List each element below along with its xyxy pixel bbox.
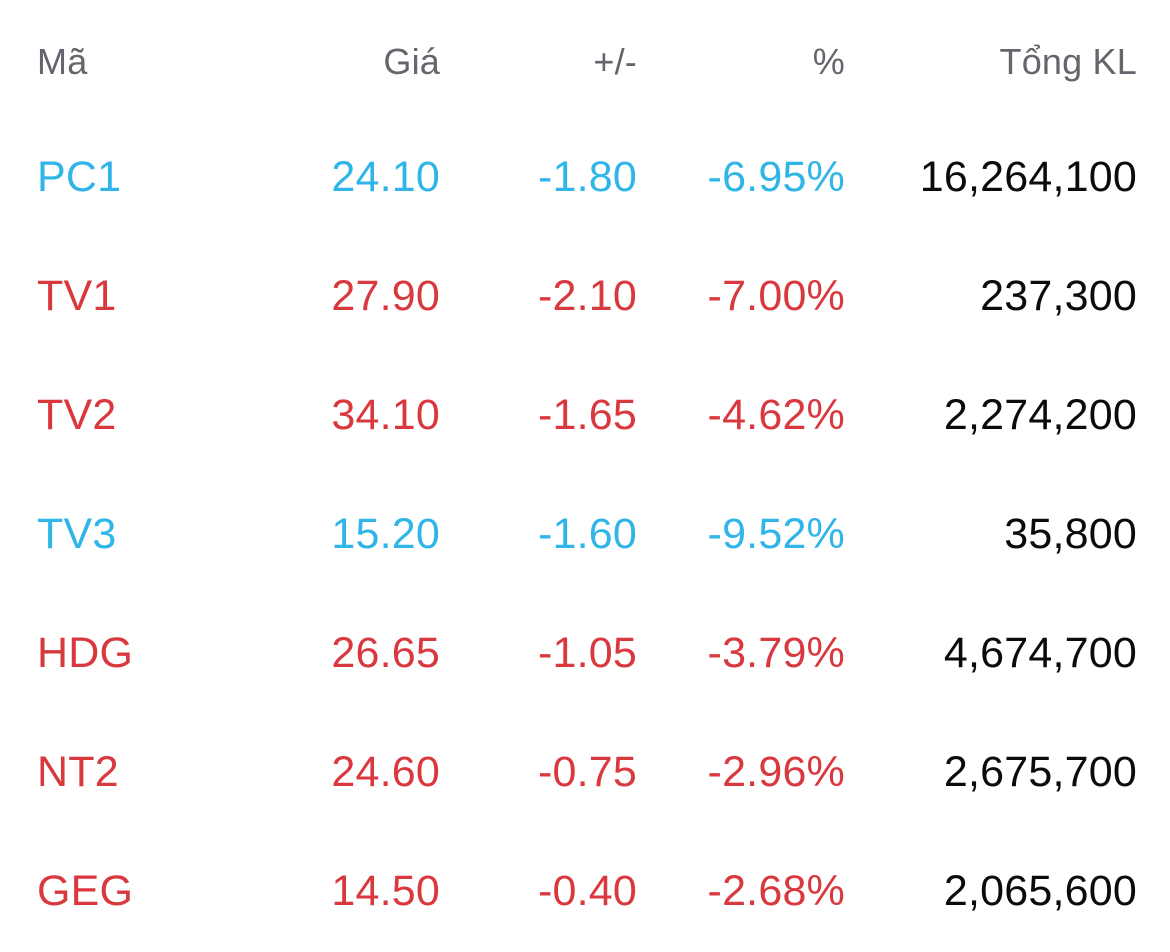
percent-value: -3.79% (707, 629, 845, 677)
volume-value: 2,274,200 (943, 391, 1137, 439)
change-value: -1.60 (537, 510, 637, 558)
ticker-symbol: PC1 (37, 153, 122, 201)
ticker-symbol: HDG (37, 629, 134, 677)
price-value: 26.65 (331, 629, 440, 677)
table-row[interactable]: HDG 26.65 -1.05 -3.79% 4,674,700 (37, 594, 1137, 713)
ticker-symbol: TV3 (37, 510, 117, 558)
price-value: 15.20 (331, 510, 440, 558)
column-header-percent: % (812, 41, 845, 82)
ticker-symbol: TV2 (37, 391, 117, 439)
table-row[interactable]: PC1 24.10 -1.80 -6.95% 16,264,100 (37, 118, 1137, 237)
table-row[interactable]: TV1 27.90 -2.10 -7.00% 237,300 (37, 237, 1137, 356)
column-header-volume: Tổng KL (999, 41, 1137, 82)
table-row[interactable]: NT2 24.60 -0.75 -2.96% 2,675,700 (37, 713, 1137, 832)
table-row[interactable]: TV2 34.10 -1.65 -4.62% 2,274,200 (37, 356, 1137, 475)
column-header-price: Giá (383, 41, 440, 82)
change-value: -1.65 (537, 391, 637, 439)
price-value: 24.60 (331, 748, 440, 796)
percent-value: -2.68% (707, 867, 845, 915)
percent-value: -9.52% (707, 510, 845, 558)
volume-value: 16,264,100 (919, 153, 1137, 201)
table-row[interactable]: TV3 15.20 -1.60 -9.52% 35,800 (37, 475, 1137, 594)
price-value: 34.10 (331, 391, 440, 439)
ticker-symbol: NT2 (37, 748, 119, 796)
percent-value: -6.95% (707, 153, 845, 201)
change-value: -2.10 (537, 272, 637, 320)
price-value: 14.50 (331, 867, 440, 915)
column-header-change: +/- (593, 41, 637, 82)
table-body: PC1 24.10 -1.80 -6.95% 16,264,100 TV1 27… (37, 118, 1137, 951)
change-value: -1.05 (537, 629, 637, 677)
change-value: -0.40 (537, 867, 637, 915)
percent-value: -4.62% (707, 391, 845, 439)
table-row[interactable]: GEG 14.50 -0.40 -2.68% 2,065,600 (37, 832, 1137, 951)
ticker-symbol: GEG (37, 867, 134, 915)
volume-value: 2,065,600 (943, 867, 1137, 915)
change-value: -1.80 (537, 153, 637, 201)
price-value: 27.90 (331, 272, 440, 320)
column-header-symbol: Mã (37, 41, 88, 82)
volume-value: 237,300 (980, 272, 1137, 320)
volume-value: 35,800 (1004, 510, 1137, 558)
price-value: 24.10 (331, 153, 440, 201)
percent-value: -7.00% (707, 272, 845, 320)
percent-value: -2.96% (707, 748, 845, 796)
volume-value: 2,675,700 (943, 748, 1137, 796)
volume-value: 4,674,700 (943, 629, 1137, 677)
change-value: -0.75 (537, 748, 637, 796)
table-header-row: Mã Giá +/- % Tổng KL (37, 36, 1137, 88)
ticker-symbol: TV1 (37, 272, 117, 320)
